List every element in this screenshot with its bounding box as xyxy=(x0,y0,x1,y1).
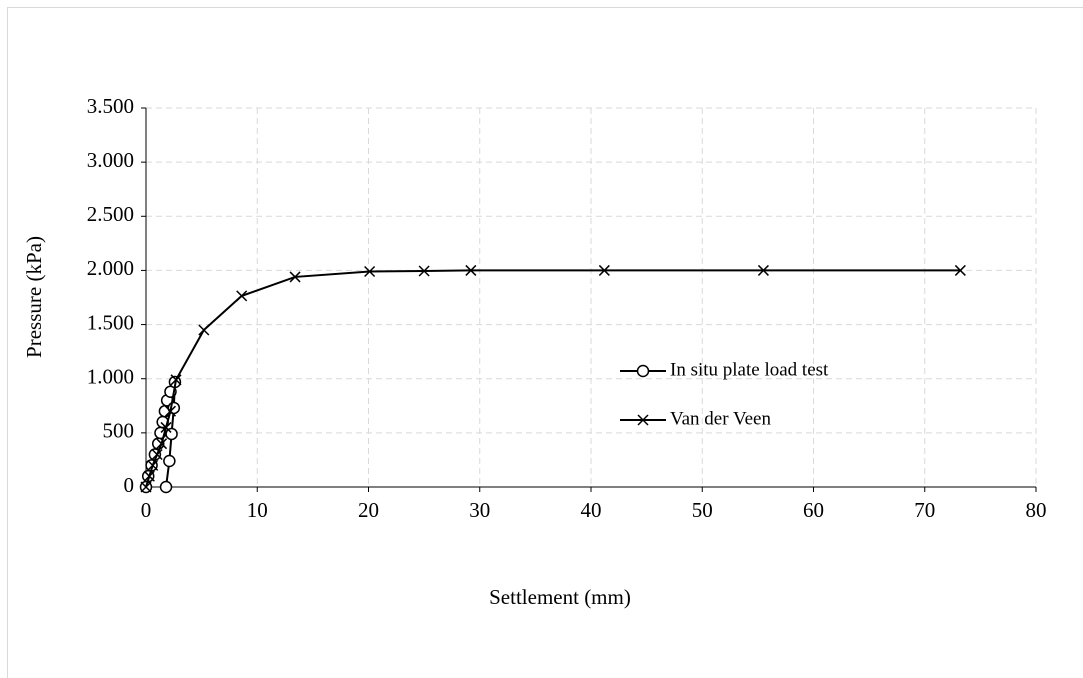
marker xyxy=(156,438,168,450)
marker xyxy=(364,265,376,278)
marker xyxy=(418,265,430,277)
marker xyxy=(954,264,966,276)
y-tick-label: 3.500 xyxy=(87,94,134,118)
x-tick-label: 50 xyxy=(692,498,713,522)
y-tick-label: 1.500 xyxy=(87,310,134,334)
y-tick-label: 0 xyxy=(124,473,135,497)
y-tick-label: 3.000 xyxy=(87,148,134,172)
y-tick-label: 1.000 xyxy=(87,365,134,389)
y-axis-label: Pressure (kPa) xyxy=(22,236,46,358)
marker xyxy=(151,448,163,461)
y-tick-label: 500 xyxy=(103,419,135,443)
x-tick-label: 40 xyxy=(581,498,602,522)
legend-label: Van der Veen xyxy=(670,408,771,429)
marker xyxy=(143,470,155,482)
x-tick-label: 30 xyxy=(469,498,490,522)
marker xyxy=(160,421,172,433)
x-tick-label: 80 xyxy=(1026,498,1047,522)
marker xyxy=(198,324,210,336)
marker xyxy=(140,481,152,493)
marker xyxy=(164,405,177,417)
y-tick-label: 2.500 xyxy=(87,202,134,226)
marker xyxy=(637,414,649,426)
marker xyxy=(636,364,650,378)
legend-label: In situ plate load test xyxy=(670,359,829,380)
x-tick-label: 20 xyxy=(358,498,379,522)
marker xyxy=(598,264,610,276)
y-tick-label: 2.000 xyxy=(87,256,134,280)
x-tick-label: 10 xyxy=(247,498,268,522)
marker xyxy=(163,454,176,468)
marker xyxy=(236,290,248,302)
marker xyxy=(289,271,301,283)
x-tick-label: 0 xyxy=(141,498,152,522)
x-axis-label: Settlement (mm) xyxy=(489,585,631,609)
marker xyxy=(170,374,182,386)
marker xyxy=(159,480,173,494)
marker xyxy=(147,459,159,471)
marker xyxy=(757,264,769,276)
x-tick-label: 70 xyxy=(914,498,935,522)
chart-frame xyxy=(7,7,1083,678)
x-tick-label: 60 xyxy=(803,498,824,522)
marker xyxy=(465,264,477,276)
